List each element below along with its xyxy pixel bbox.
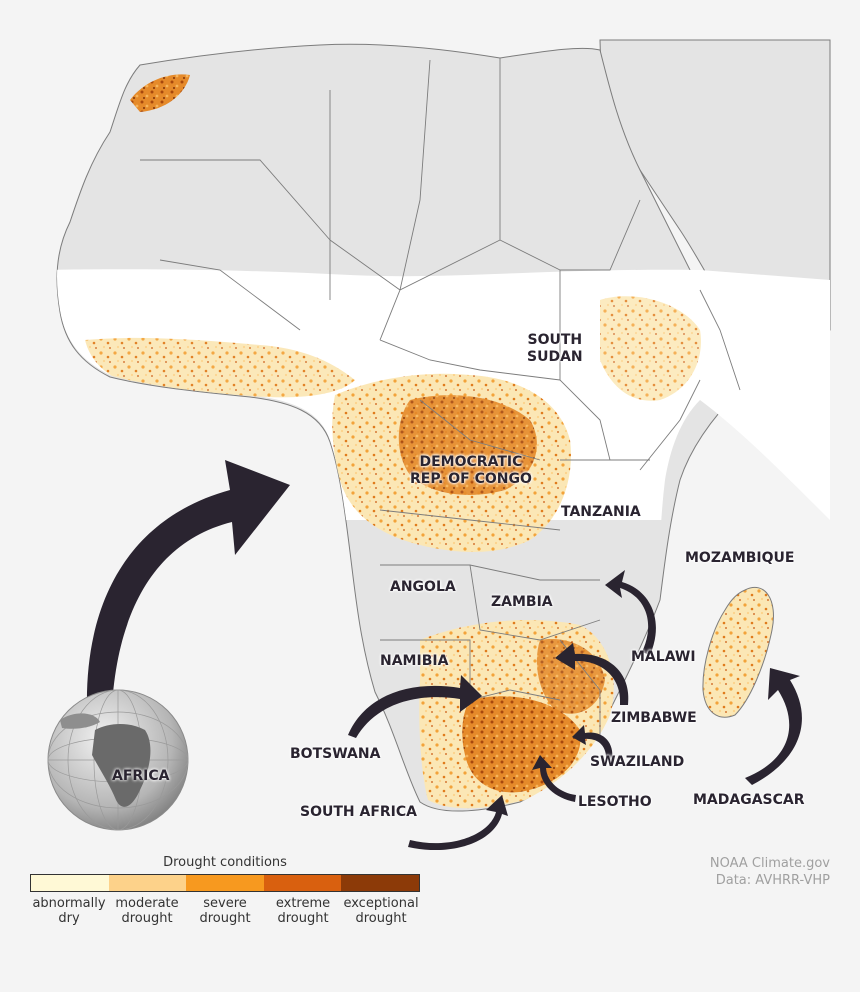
label-zimbabwe: ZIMBABWE: [611, 710, 697, 726]
legend-label-line2: drought: [355, 911, 407, 926]
label-mozambique: MOZAMBIQUE: [685, 550, 795, 566]
zimbabwe-arrow: [555, 643, 629, 705]
label-namibia: NAMIBIA: [380, 653, 449, 669]
south-africa-arrow: [408, 795, 508, 850]
label-south-sudan-line2: SUDAN: [527, 349, 583, 365]
botswana-arrow: [348, 675, 482, 738]
west-africa-drought: [85, 337, 355, 398]
legend-label-line1: extreme: [275, 896, 331, 911]
legend-swatch-moderate-drought: [108, 875, 187, 891]
legend-swatch-abnormally-dry: [31, 875, 109, 891]
legend-title: Drought conditions: [163, 855, 287, 870]
globe-africa-shape: [92, 724, 151, 807]
legend-label-line2: drought: [121, 911, 173, 926]
annotation-arrows: [86, 460, 802, 850]
globe-arrow: [86, 460, 290, 765]
legend-color-bar: [30, 874, 420, 892]
legend-label-exceptional-drought: exceptional drought: [342, 896, 420, 926]
globe-inset: [47, 689, 189, 831]
label-south-sudan-line1: SOUTH: [527, 332, 583, 348]
legend-label-moderate-drought: moderate drought: [108, 896, 186, 926]
legend-label-extreme-drought: extreme drought: [264, 896, 342, 926]
malawi-arrow: [605, 570, 656, 655]
legend-swatch-severe-drought: [186, 875, 264, 891]
swaziland-arrow: [572, 725, 613, 760]
madagascar-island: [702, 587, 774, 718]
label-botswana: BOTSWANA: [290, 746, 381, 762]
madagascar-arrow: [745, 668, 802, 785]
label-drc-line1: DEMOCRATIC: [419, 454, 523, 470]
label-drc-line2: REP. OF CONGO: [410, 471, 532, 487]
south-africa-core-drought: [462, 696, 581, 793]
label-south-africa: SOUTH AFRICA: [300, 804, 417, 820]
credit-line1: NOAA Climate.gov: [709, 856, 830, 871]
legend-swatch-exceptional-drought: [341, 875, 419, 891]
label-madagascar: MADAGASCAR: [693, 792, 805, 808]
label-drc: DEMOCRATIC REP. OF CONGO: [410, 454, 532, 488]
label-tanzania: TANZANIA: [561, 504, 641, 520]
drc-core-drought: [398, 395, 537, 495]
label-zambia: ZAMBIA: [491, 594, 553, 610]
morocco-drought: [130, 74, 190, 112]
globe-africa-label: AFRICA: [112, 768, 170, 784]
legend-label-line1: severe: [203, 896, 247, 911]
legend-label-severe-drought: severe drought: [186, 896, 264, 926]
label-malawi: MALAWI: [631, 649, 696, 665]
east-africa-drought: [600, 296, 701, 401]
label-lesotho: LESOTHO: [578, 794, 652, 810]
label-angola: ANGOLA: [390, 579, 456, 595]
legend-labels: abnormally dry moderate drought severe d…: [30, 896, 420, 926]
legend-label-line1: exceptional: [343, 896, 419, 911]
legend-label-abnormally-dry: abnormally dry: [30, 896, 108, 926]
lesotho-arrow: [532, 755, 576, 802]
credit-line2: Data: AVHRR-VHP: [715, 873, 830, 888]
legend-label-line1: moderate: [115, 896, 179, 911]
legend-swatch-extreme-drought: [263, 875, 342, 891]
legend-label-line2: drought: [199, 911, 251, 926]
credit: NOAA Climate.gov Data: AVHRR-VHP: [700, 855, 830, 889]
legend: Drought conditions abnormally dry modera…: [30, 855, 420, 926]
label-south-sudan: SOUTH SUDAN: [527, 332, 583, 366]
legend-label-line2: drought: [277, 911, 329, 926]
legend-label-line1: abnormally: [32, 896, 106, 911]
legend-label-line2: dry: [58, 911, 80, 926]
country-borders: [140, 58, 741, 740]
africa-map: [47, 39, 831, 850]
label-swaziland: SWAZILAND: [590, 754, 685, 770]
